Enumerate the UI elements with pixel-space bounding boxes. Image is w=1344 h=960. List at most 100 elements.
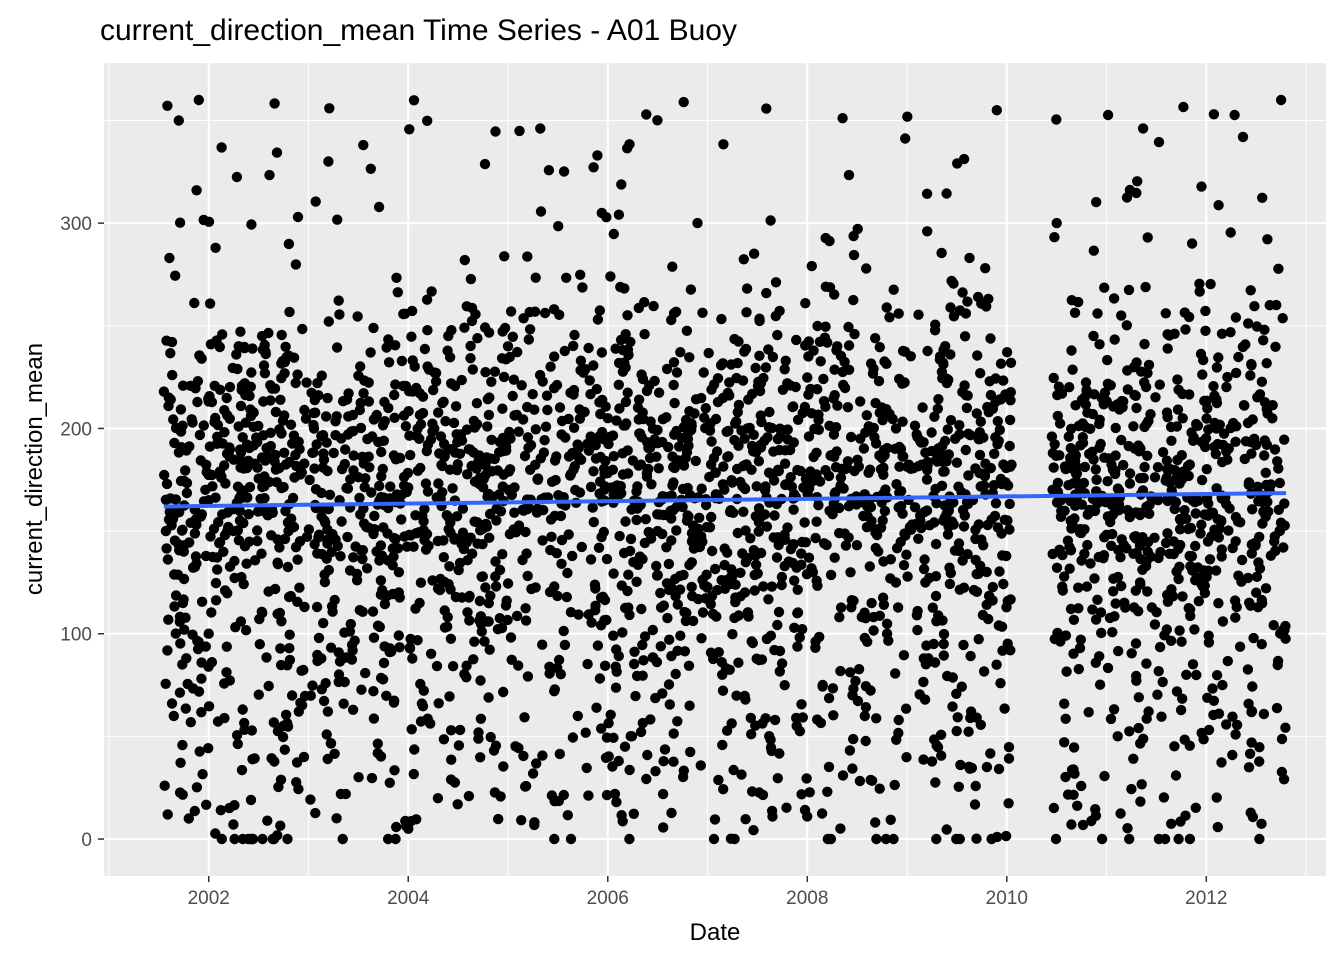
data-point [328,447,339,459]
data-point [755,547,767,559]
data-point [932,403,943,414]
data-point [554,402,566,413]
data-point [956,681,967,692]
data-point [318,695,330,707]
data-point [764,731,775,742]
data-point [918,563,930,575]
data-point [1274,477,1286,489]
data-point [835,665,846,677]
data-point [201,799,212,810]
data-point [705,599,716,610]
data-point [411,430,422,442]
data-point [1196,519,1207,530]
data-point [684,700,695,711]
data-point [475,525,486,536]
data-point [1200,305,1211,317]
data-point [848,733,859,745]
data-point [1047,484,1058,495]
data-point [1261,358,1272,369]
data-point [1254,563,1266,574]
data-point [229,572,240,584]
data-point [1141,658,1152,669]
data-point [277,415,289,426]
data-point [753,526,764,537]
data-point [403,823,414,834]
data-point [246,367,257,378]
data-point [926,427,937,438]
data-point [365,347,376,358]
data-point [283,525,294,537]
data-point [1207,683,1218,694]
data-point [1174,513,1186,525]
data-point [1177,693,1188,704]
data-point [241,558,252,569]
data-point [161,543,172,554]
data-point [174,687,186,698]
data-point [620,329,631,340]
data-point [930,571,942,582]
data-point [601,789,613,801]
data-point [1208,109,1220,120]
data-point [975,416,986,427]
data-point [549,510,561,521]
data-point [373,436,384,448]
data-point [194,746,205,757]
data-point [696,531,707,542]
data-point [981,761,993,773]
data-point [261,652,272,663]
data-point [1227,711,1238,722]
data-point [1002,638,1013,649]
data-point [175,426,187,437]
data-point [184,537,195,548]
data-point [352,311,363,322]
data-point [294,582,305,593]
data-point [1091,474,1102,485]
data-point [1003,753,1015,764]
data-point [337,833,348,845]
data-point [310,807,321,819]
data-point [1177,591,1188,602]
data-point [228,454,239,465]
data-point [405,633,416,645]
data-point [590,583,601,594]
data-point [1115,808,1126,819]
data-point [729,612,740,624]
data-point [930,538,942,550]
data-point [1081,581,1093,592]
data-point [476,571,487,582]
data-point [643,526,654,538]
data-point [706,436,717,447]
data-point [969,799,981,810]
data-point [661,363,673,375]
data-point [238,578,249,590]
data-point [464,615,475,626]
data-point [932,456,943,467]
data-point [658,822,669,833]
data-point [565,468,577,480]
data-point [432,793,444,804]
data-point [1171,421,1183,432]
data-point [1049,633,1061,645]
data-point [185,380,196,391]
data-point [334,656,346,667]
data-point [846,595,857,606]
data-point [663,679,675,690]
data-point [1246,358,1257,370]
data-point [854,775,866,787]
data-point [299,458,310,469]
data-point [1200,325,1211,336]
data-point [633,394,645,405]
data-point [495,791,506,802]
data-point [678,460,690,471]
data-point [1073,420,1084,432]
data-point [747,388,758,400]
data-point [882,442,893,454]
data-point [461,660,472,671]
data-point [1124,478,1136,489]
data-point [863,424,874,435]
data-point [1205,278,1216,290]
data-point [696,483,707,494]
data-point [549,351,560,362]
data-point [248,407,259,418]
